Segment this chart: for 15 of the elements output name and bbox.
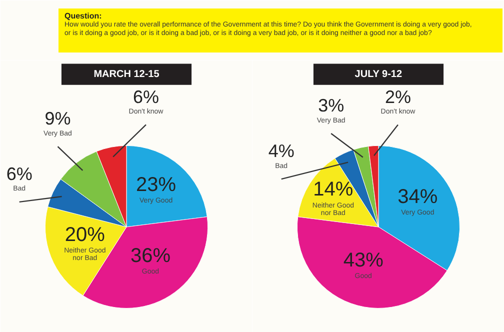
data-label: 23% — [136, 174, 176, 196]
data-label: 2% — [384, 86, 411, 107]
data-label: 6% — [132, 86, 159, 107]
data-label: 6% — [6, 164, 32, 184]
data-label: 34% — [398, 186, 438, 208]
data-label: 43% — [343, 249, 384, 272]
data-label: 36% — [130, 245, 171, 268]
data-label: 20% — [64, 224, 106, 246]
text: Question: — [64, 12, 102, 20]
data-label: 9% — [44, 108, 71, 129]
data-label: 4% — [268, 141, 294, 162]
chart-title: JULY 9-12 — [354, 68, 402, 80]
chart-title: MARCH 12-15 — [94, 68, 160, 80]
data-label: 3% — [318, 96, 344, 116]
data-label: 14% — [313, 178, 354, 201]
